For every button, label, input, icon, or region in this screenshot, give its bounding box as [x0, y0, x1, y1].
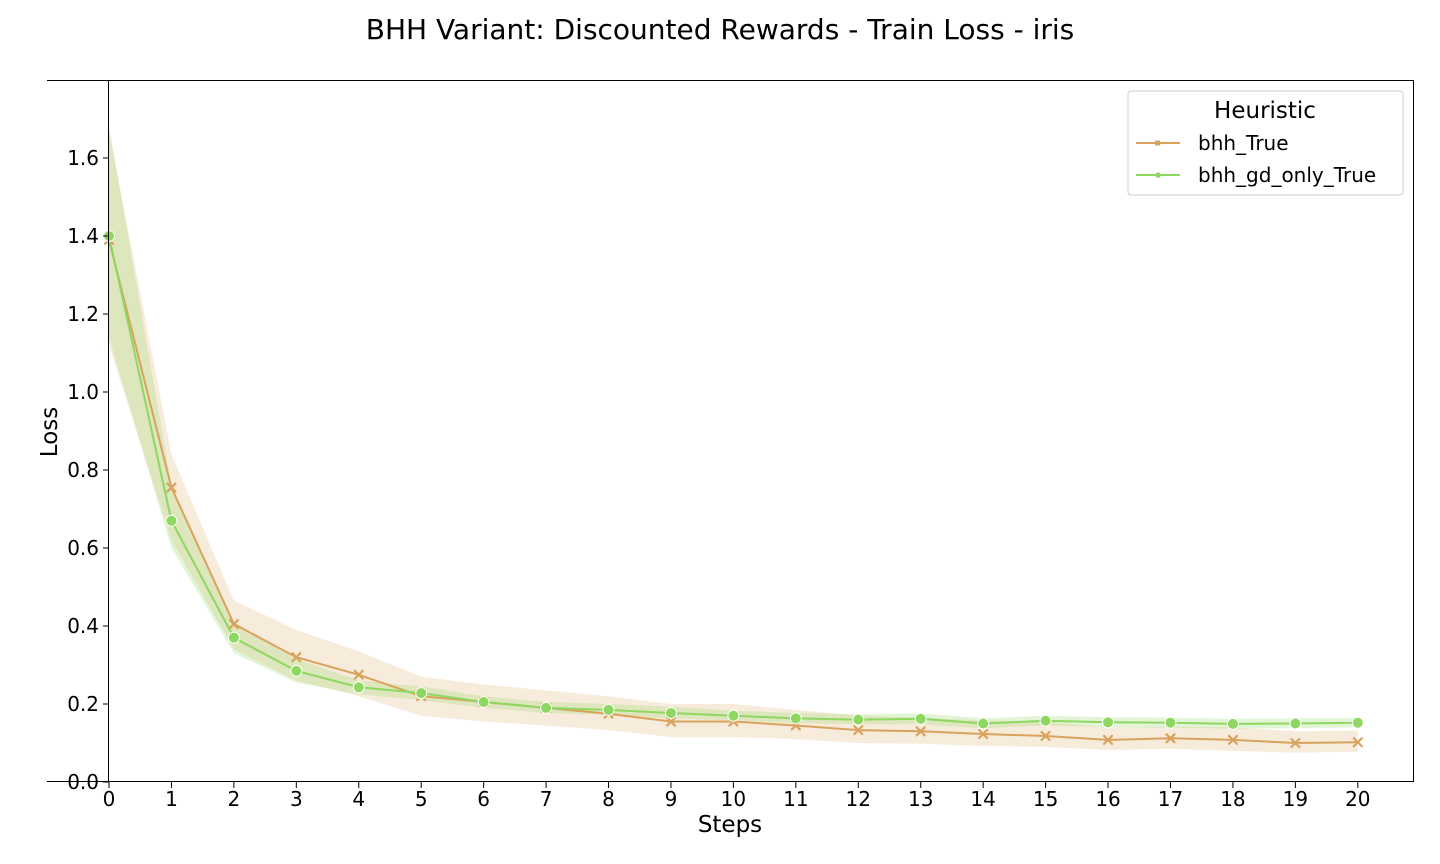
data-point-bhh-true	[228, 618, 239, 630]
legend-label: bhh_True	[1198, 131, 1289, 155]
y-tick-label: 0.8	[67, 458, 99, 482]
x-tick-label: 19	[1283, 787, 1308, 811]
data-point-bhh-true	[1352, 737, 1363, 748]
data-point-bhh-true	[1165, 733, 1176, 744]
x-tick-label: 17	[1158, 787, 1183, 811]
data-point-bhh-gd-only-true	[165, 514, 178, 527]
data-point-bhh-gd-only-true	[477, 696, 490, 709]
data-point-bhh-gd-only-true	[1102, 716, 1115, 729]
data-point-bhh-gd-only-true	[352, 681, 365, 694]
y-tick-label: 0.2	[67, 692, 99, 716]
y-tick-label: 0.4	[67, 614, 99, 638]
legend-swatch-marker	[1155, 140, 1160, 146]
x-axis-ticks: 0 1 2 3 4 5 6 7 8 9 10 11 12 13 14 15 16 17 18 19 20	[103, 782, 1371, 811]
x-tick-label: 12	[846, 787, 871, 811]
y-tick-label: 0.6	[67, 536, 99, 560]
x-tick-label: 9	[665, 787, 678, 811]
data-point-bhh-gd-only-true	[1226, 717, 1239, 730]
x-tick-label: 13	[908, 787, 933, 811]
data-point-bhh-true	[291, 652, 302, 663]
data-point-bhh-true	[1227, 734, 1239, 745]
x-tick-label: 11	[783, 787, 808, 811]
y-tick-label: 1.2	[67, 302, 99, 326]
data-point-bhh-true	[1290, 737, 1301, 749]
legend-item-bhh-true: bhh_True	[1136, 131, 1289, 155]
data-point-bhh-gd-only-true	[227, 631, 240, 644]
data-point-bhh-true	[915, 726, 926, 737]
data-point-bhh-gd-only-true	[1164, 716, 1177, 729]
data-point-bhh-true	[166, 482, 177, 493]
legend-swatch-marker	[1155, 172, 1161, 178]
confidence-bands	[109, 126, 1358, 753]
x-tick-label: 4	[352, 787, 365, 811]
x-tick-label: 20	[1345, 787, 1370, 811]
x-tick-label: 2	[228, 787, 241, 811]
x-tick-label: 18	[1220, 787, 1245, 811]
y-axis-ticks: 0.0 0.2 0.4 0.6 0.8 1.0 1.2 1.4 1.6	[67, 146, 109, 794]
data-point-bhh-true	[353, 669, 364, 680]
data-point-bhh-gd-only-true	[290, 664, 303, 677]
x-axis-label: Steps	[698, 812, 762, 838]
data-point-bhh-true	[853, 725, 864, 736]
data-point-bhh-gd-only-true	[1039, 714, 1052, 727]
x-tick-label: 1	[165, 787, 178, 811]
data-point-bhh-gd-only-true	[789, 712, 802, 725]
data-point-bhh-gd-only-true	[977, 717, 990, 730]
data-point-bhh-gd-only-true	[852, 713, 865, 726]
data-point-bhh-gd-only-true	[1289, 717, 1302, 730]
data-point-bhh-gd-only-true	[914, 712, 927, 725]
data-point-bhh-true	[1102, 734, 1114, 745]
x-tick-label: 16	[1095, 787, 1120, 811]
data-point-bhh-gd-only-true	[664, 706, 677, 719]
legend-title: Heuristic	[1214, 98, 1316, 124]
x-tick-label: 8	[602, 787, 615, 811]
legend-label: bhh_gd_only_True	[1198, 163, 1376, 187]
data-point-bhh-gd-only-true	[1351, 716, 1364, 729]
chart-title: BHH Variant: Discounted Rewards - Train …	[366, 13, 1075, 46]
series-markers	[103, 230, 1364, 749]
y-tick-label: 1.4	[67, 224, 99, 248]
x-tick-label: 0	[103, 787, 116, 811]
data-point-bhh-true	[978, 728, 989, 740]
legend: Heuristic bhh_True bhh_gd_only_True	[1127, 90, 1404, 196]
data-point-bhh-gd-only-true	[727, 709, 740, 722]
data-point-bhh-gd-only-true	[415, 687, 428, 700]
x-tick-label: 5	[415, 787, 428, 811]
data-point-bhh-true	[1040, 730, 1051, 742]
x-tick-label: 7	[540, 787, 553, 811]
x-tick-label: 6	[477, 787, 490, 811]
y-axis-label: Loss	[37, 407, 63, 457]
legend-items: bhh_True bhh_gd_only_True	[1136, 131, 1376, 187]
x-tick-label: 14	[970, 787, 995, 811]
y-tick-label: 1.0	[67, 380, 99, 404]
legend-box	[1127, 90, 1404, 196]
x-tick-label: 15	[1033, 787, 1058, 811]
data-point-bhh-gd-only-true	[540, 701, 553, 714]
legend-item-bhh-gd-only-true: bhh_gd_only_True	[1136, 163, 1376, 187]
y-tick-label: 0.0	[67, 770, 99, 794]
y-tick-label: 1.6	[67, 146, 99, 170]
data-point-bhh-gd-only-true	[602, 703, 615, 716]
x-tick-label: 3	[290, 787, 303, 811]
data-point-bhh-true	[665, 716, 677, 727]
x-tick-label: 10	[721, 787, 746, 811]
